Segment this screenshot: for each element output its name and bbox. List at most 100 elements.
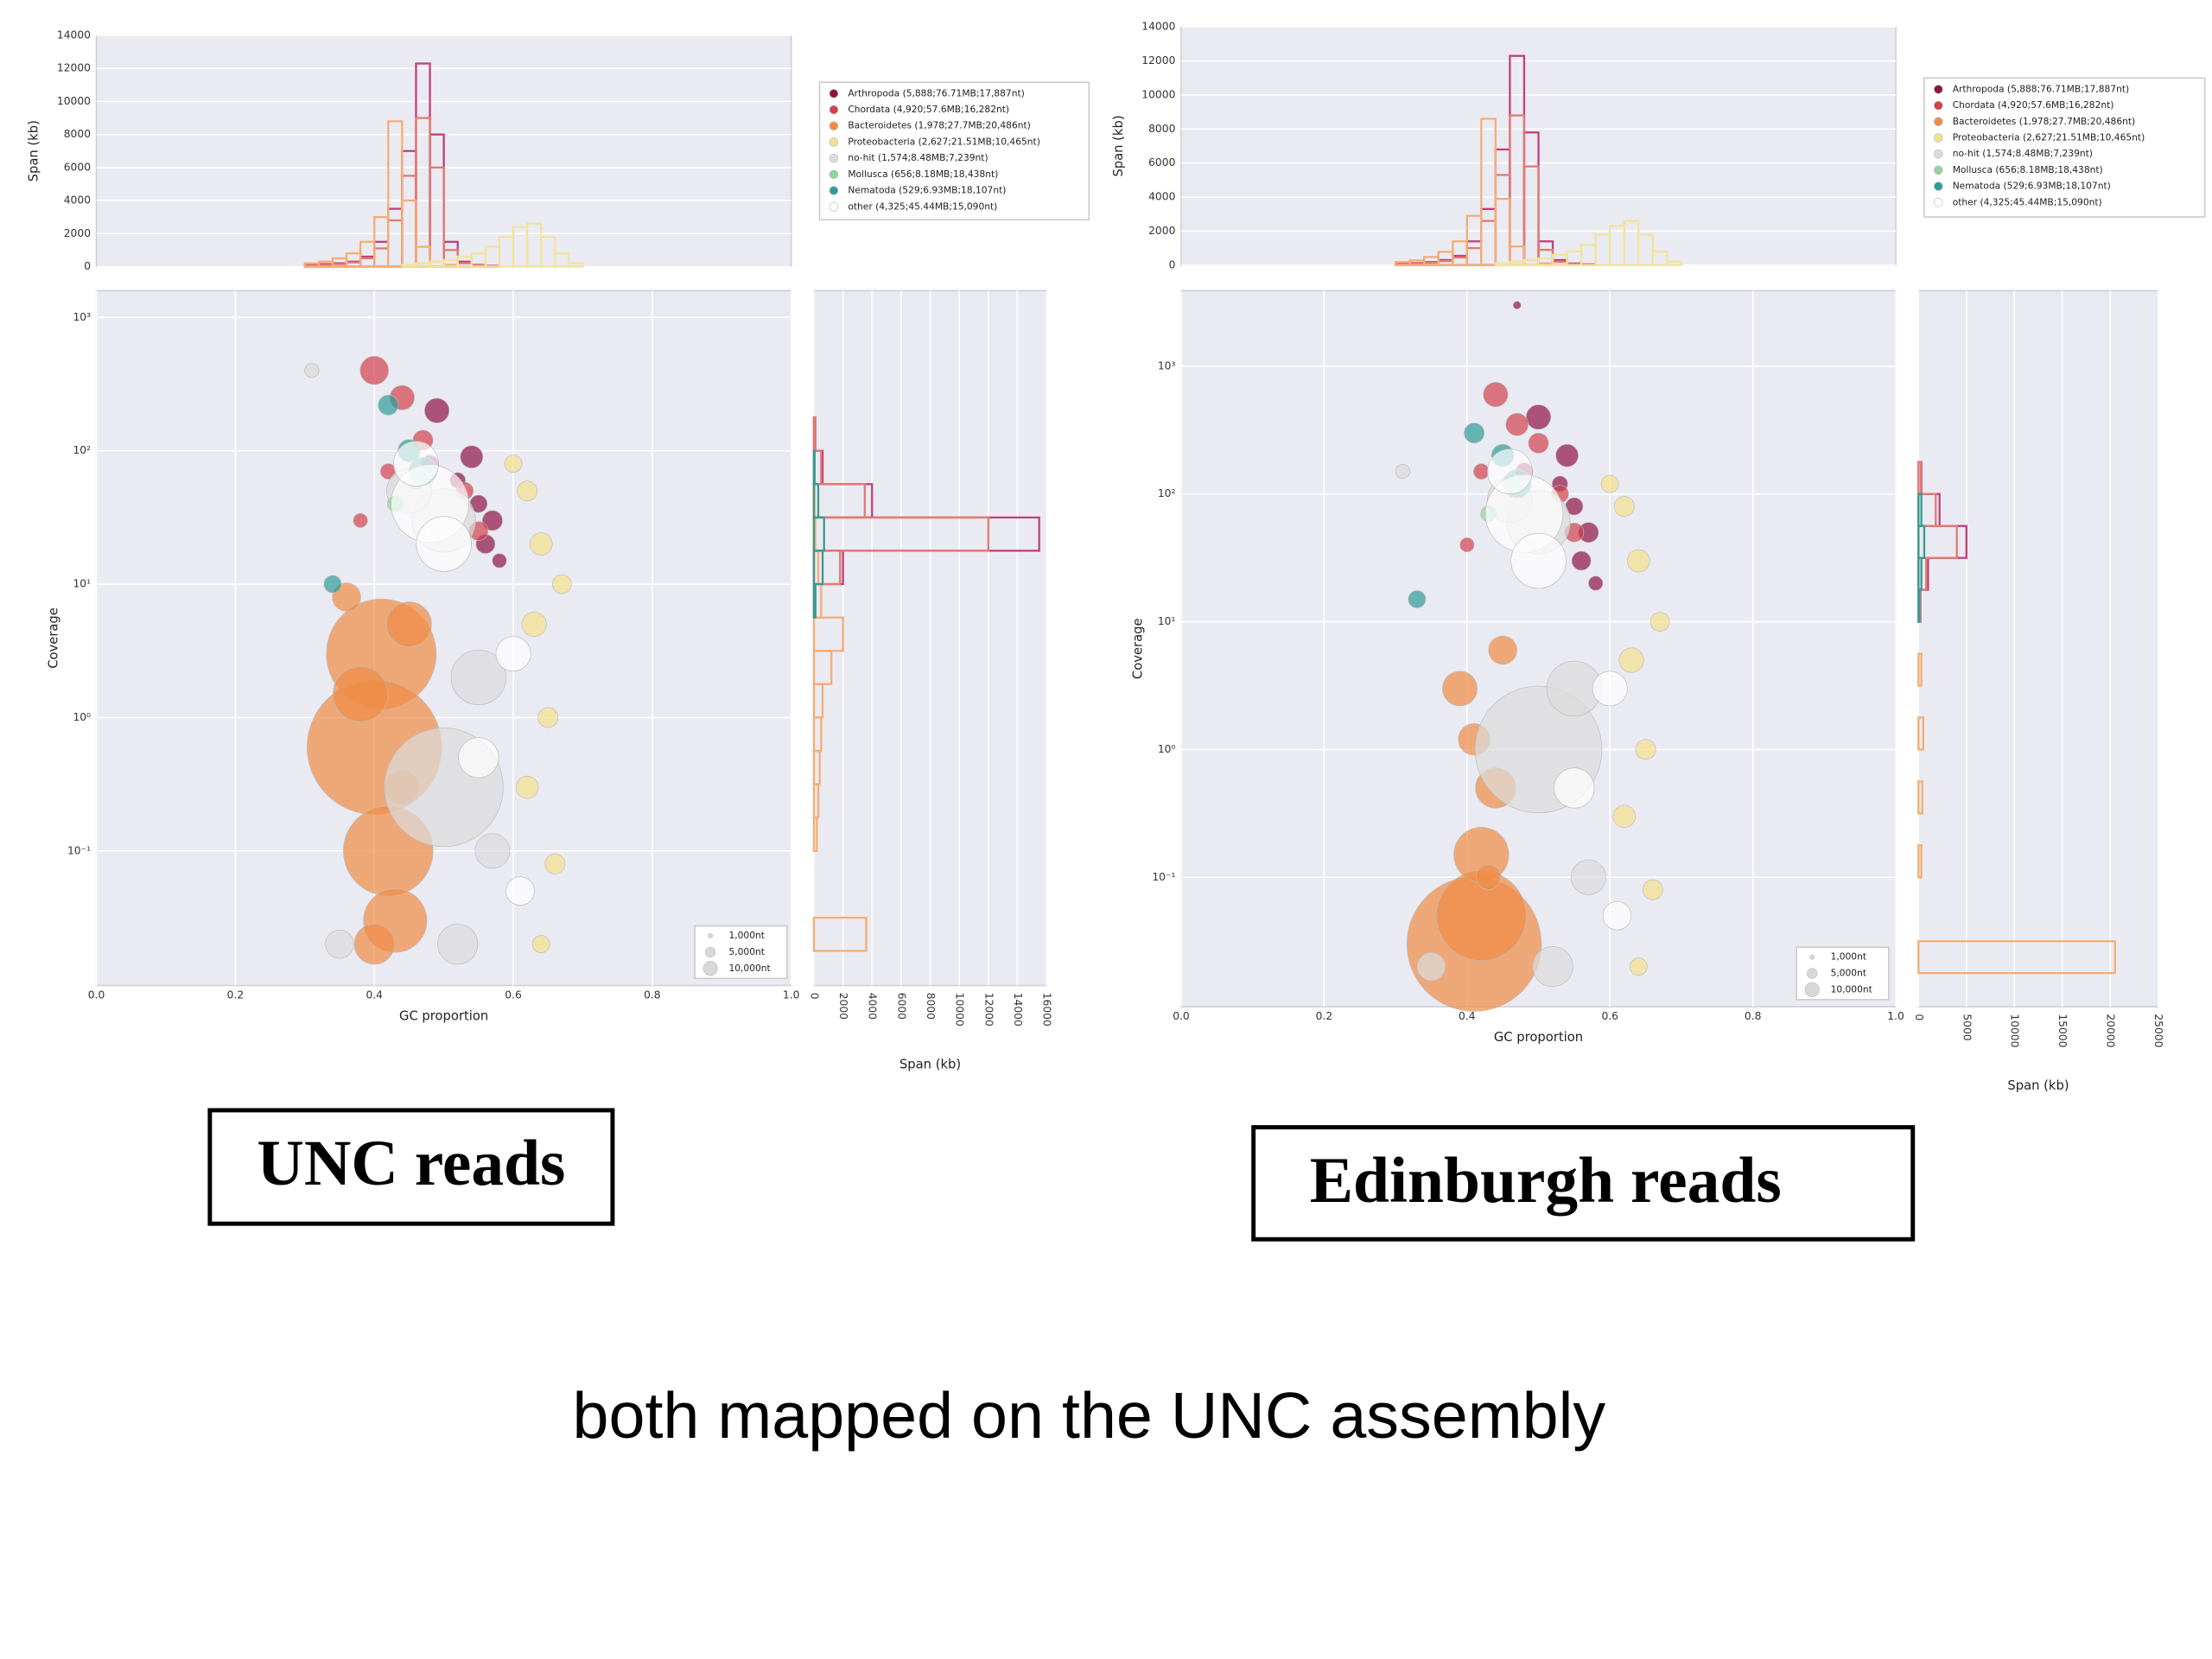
x-tick-label: 4000 (867, 993, 879, 1020)
blob (1395, 464, 1410, 480)
y-tick-label: 10² (73, 444, 91, 456)
blob (1602, 901, 1632, 931)
legend-label: other (4,325;45.44MB;15,090nt) (1953, 196, 2102, 207)
legend-marker (1934, 149, 1943, 159)
x-tick-label: 2000 (837, 993, 849, 1020)
x-tick-label: 10000 (2009, 1014, 2021, 1047)
size-legend-label: 1,000nt (1831, 951, 1866, 963)
blob (1600, 474, 1619, 493)
legend-label: Chordata (4,920;57.6MB;16,282nt) (848, 104, 1009, 115)
blob (1635, 739, 1656, 760)
y-tick-label: 10000 (57, 95, 91, 107)
legend-label: other (4,325;45.44MB;15,090nt) (848, 200, 997, 212)
blob (544, 853, 566, 874)
histogram-bar (401, 264, 417, 268)
legend-marker (1934, 133, 1943, 143)
x-tick-label: 6000 (895, 993, 907, 1020)
x-tick-label: 1.0 (783, 989, 800, 1001)
legend-marker (1934, 198, 1943, 207)
y-tick-label: 14000 (57, 29, 91, 41)
y-tick-label: 10⁻¹ (1152, 871, 1175, 883)
blob (1459, 537, 1475, 553)
blob (1512, 301, 1522, 310)
blob (492, 553, 507, 569)
y-tick-label: 6000 (64, 161, 91, 173)
x-axis-label: Span (kb) (899, 1057, 961, 1071)
size-legend-label: 5,000nt (1831, 968, 1866, 979)
blob (1532, 946, 1573, 988)
histogram-bar (1917, 780, 1923, 815)
blob (1571, 550, 1592, 571)
x-tick-label: 14000 (1012, 993, 1024, 1027)
y-tick-label: 2000 (64, 227, 91, 239)
plot-area (1180, 289, 1897, 1007)
blob (1483, 382, 1509, 408)
size-legend-marker (1804, 982, 1820, 997)
legend-marker (1934, 100, 1943, 111)
blob (1612, 804, 1637, 829)
blob (481, 510, 503, 531)
y-axis-label: Coverage (1131, 618, 1146, 679)
blob (1627, 549, 1650, 573)
legend-marker (829, 202, 839, 212)
x-tick-label: 20000 (2105, 1014, 2117, 1047)
legend-box (818, 81, 1090, 221)
blob (517, 480, 538, 502)
size-legend-marker (1807, 968, 1818, 979)
legend-marker (829, 186, 839, 195)
histogram-bar (1666, 260, 1683, 267)
histogram-bar (812, 449, 816, 486)
x-tick-label: 0.0 (88, 989, 105, 1001)
blob (1487, 448, 1533, 494)
histogram-bar (1637, 233, 1654, 267)
x-tick-label: 5000 (1961, 1014, 1973, 1040)
plot-area (95, 289, 792, 987)
legend-label: Chordata (4,920;57.6MB;16,282nt) (1953, 99, 2114, 111)
y-tick-label: 10⁻¹ (67, 844, 91, 856)
x-tick-label: 8000 (925, 993, 937, 1020)
plot-area (1917, 289, 2159, 1007)
blob (1649, 612, 1670, 632)
x-tick-label: 1.0 (1887, 1010, 1904, 1022)
blob (1629, 957, 1648, 976)
blob (460, 445, 484, 469)
blob (353, 512, 368, 528)
legend-label: Bacteroidetes (1,978;27.7MB;20,486nt) (1953, 116, 2136, 127)
histogram-bar (1480, 118, 1497, 267)
blob (333, 666, 389, 722)
blob (552, 574, 572, 594)
blob (1464, 423, 1485, 444)
blob (474, 833, 511, 869)
y-tick-label: 10³ (1158, 359, 1176, 372)
y-axis-label: Coverage (46, 607, 60, 669)
histogram-bar (812, 582, 817, 619)
blob (450, 649, 506, 706)
size-legend-marker (1809, 954, 1815, 960)
histogram-bar (1917, 652, 1923, 687)
blob (1442, 671, 1478, 707)
blob (1554, 767, 1595, 809)
size-legend-label: 1,000nt (728, 930, 764, 941)
blob (515, 775, 539, 799)
blob (1473, 463, 1490, 480)
y-tick-label: 12000 (57, 62, 91, 74)
size-legend-label: 10,000nt (728, 963, 770, 974)
y-tick-label: 14000 (1141, 21, 1175, 33)
legend-marker (1934, 181, 1943, 191)
histogram-bar (1651, 250, 1669, 267)
histogram-bar (554, 252, 570, 268)
histogram-bar (812, 416, 817, 452)
blob (1416, 951, 1446, 982)
legend-label: Arthropoda (5,888;76.71MB;17,887nt) (1953, 83, 2129, 94)
y-tick-label: 12000 (1141, 54, 1175, 67)
legend-marker (829, 105, 839, 115)
blob (378, 394, 399, 416)
size-legend-label: 10,000nt (1831, 983, 1872, 995)
size-legend-marker (705, 946, 716, 958)
y-tick-label: 0 (84, 260, 91, 272)
slide-label: UNC reads (257, 1128, 565, 1199)
y-tick-label: 10² (1158, 487, 1176, 499)
blob (1642, 879, 1663, 900)
histogram-bar (1917, 588, 1921, 623)
